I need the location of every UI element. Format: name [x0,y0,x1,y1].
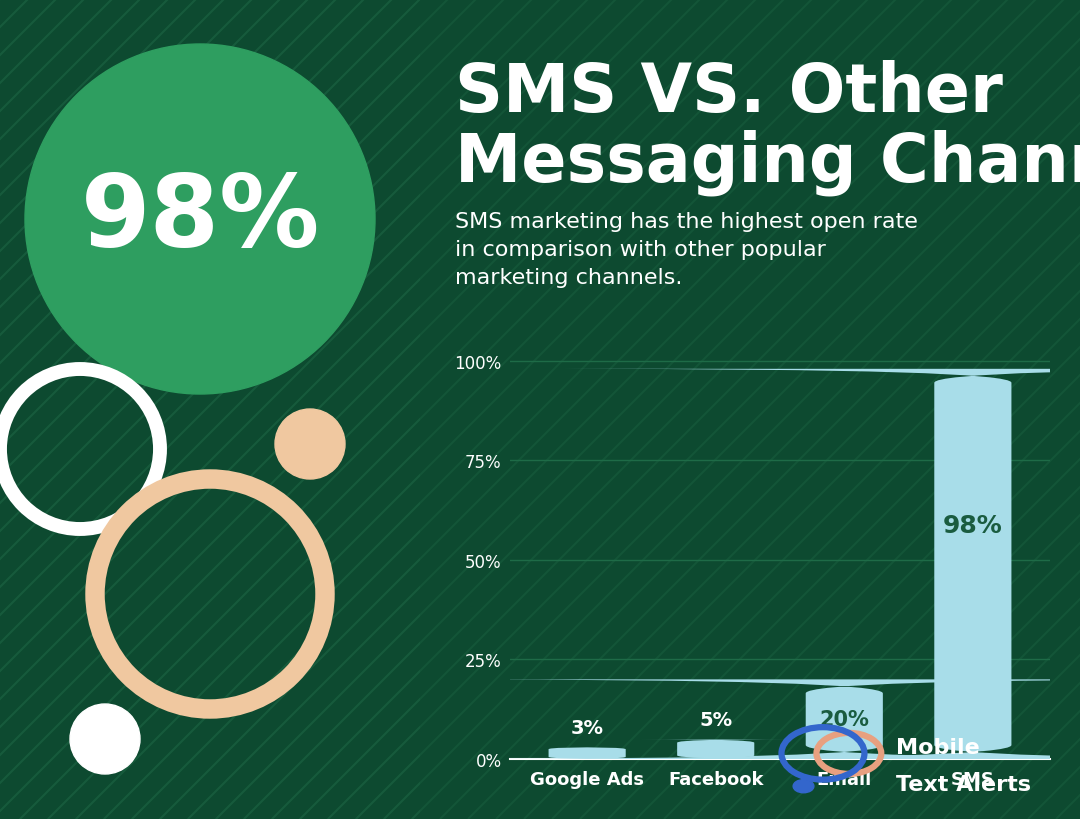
Text: 20%: 20% [820,709,869,729]
FancyBboxPatch shape [433,680,1080,759]
Circle shape [275,410,345,479]
FancyBboxPatch shape [549,747,625,759]
Circle shape [793,780,814,793]
Text: 5%: 5% [699,710,732,729]
Text: SMS VS. Other: SMS VS. Other [455,60,1003,126]
Text: 3%: 3% [570,718,604,737]
Text: 98%: 98% [943,514,1002,537]
Text: Text Alerts: Text Alerts [896,774,1031,794]
Text: Messaging Channels: Messaging Channels [455,130,1080,197]
Text: SMS marketing has the highest open rate
in comparison with other popular
marketi: SMS marketing has the highest open rate … [455,212,918,287]
Text: 98%: 98% [80,171,320,268]
Circle shape [25,45,375,395]
Text: Mobile: Mobile [896,737,981,757]
Circle shape [70,704,140,774]
FancyBboxPatch shape [562,369,1080,759]
FancyBboxPatch shape [638,740,793,759]
